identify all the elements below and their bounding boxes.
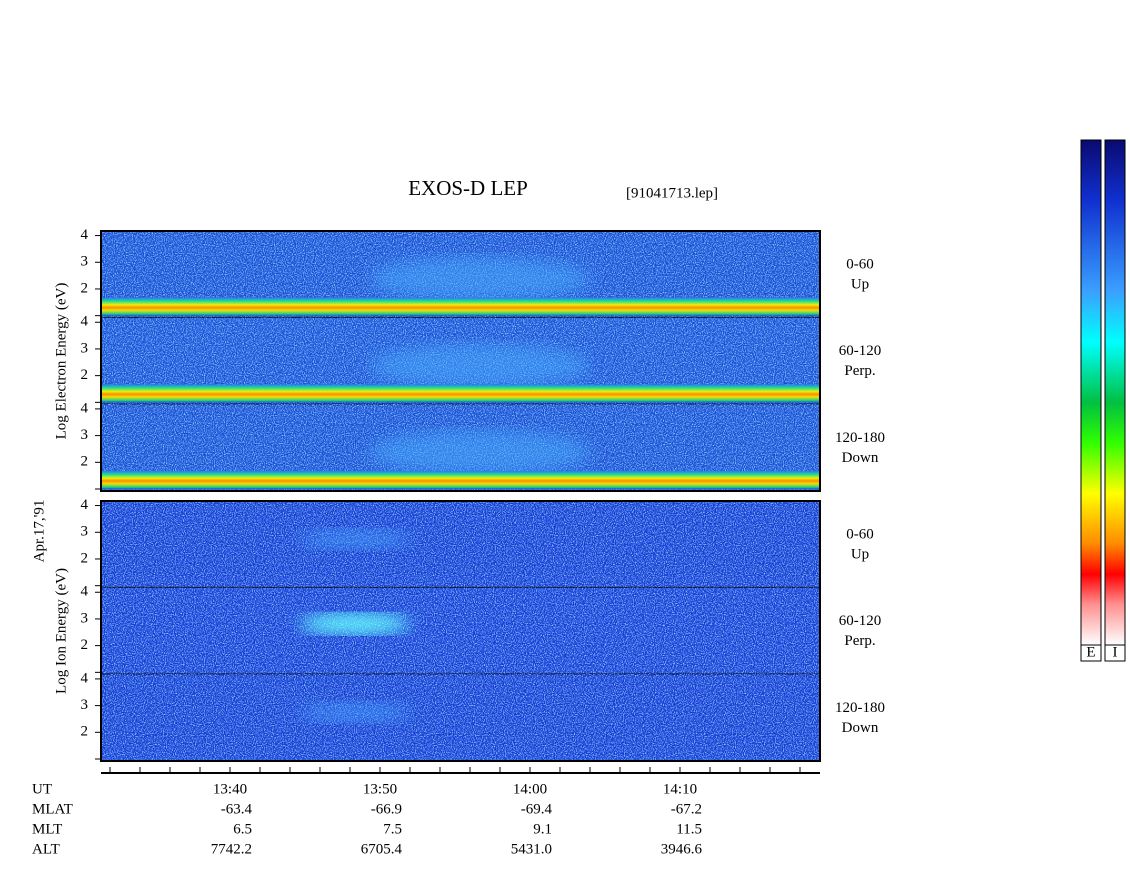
title: EXOS-D LEP xyxy=(408,176,528,200)
file-name: [91041713.lep] xyxy=(626,185,718,201)
glow xyxy=(370,430,590,475)
orbit-value: 5431.0 xyxy=(511,841,552,857)
time-label: 13:50 xyxy=(363,781,397,797)
orbit-value: -67.2 xyxy=(671,801,702,817)
noise-dark xyxy=(101,501,820,575)
band xyxy=(101,297,820,316)
date: Apr.17,'91 xyxy=(31,500,47,563)
angle-label: 120-180 xyxy=(835,430,885,446)
noise-dark xyxy=(101,674,820,749)
panel-label: Log Ion Energy (eV) xyxy=(53,568,69,694)
y-tick-label: 3 xyxy=(81,610,89,626)
y-tick-label: 2 xyxy=(81,367,89,383)
angle-label: 0-60 xyxy=(846,256,874,272)
time-label: 14:00 xyxy=(513,781,547,797)
y-tick-label: 3 xyxy=(81,254,89,270)
orbit-value: 7742.2 xyxy=(211,841,252,857)
direction-label: Up xyxy=(851,276,869,292)
colorbar-label: I xyxy=(1113,644,1118,660)
colorbar-label: E xyxy=(1086,644,1095,660)
noise xyxy=(101,587,820,675)
colorbar-label-box xyxy=(1104,644,1126,662)
y-tick-label: 4 xyxy=(81,400,89,416)
y-tick-label: 4 xyxy=(81,227,89,243)
angle-label: 60-120 xyxy=(839,613,882,629)
row-name: MLAT xyxy=(32,801,73,817)
angle-label: 0-60 xyxy=(846,526,874,542)
orbit-value: -66.9 xyxy=(371,801,402,817)
glow xyxy=(300,529,410,549)
orbit-value: 11.5 xyxy=(676,821,702,837)
row-name: MLT xyxy=(32,821,62,837)
direction-label: Down xyxy=(842,450,879,466)
band xyxy=(101,384,820,403)
colorbar-label-box xyxy=(1080,644,1102,662)
y-tick-label: 4 xyxy=(81,314,89,330)
angle-label: 120-180 xyxy=(835,700,885,716)
panel-frame xyxy=(100,230,821,493)
colorbar xyxy=(1104,139,1126,646)
orbit-value: -69.4 xyxy=(521,801,553,817)
y-tick-label: 3 xyxy=(81,697,89,713)
y-tick-label: 2 xyxy=(81,637,89,653)
glow xyxy=(300,613,410,634)
orbit-value: 9.1 xyxy=(533,821,552,837)
time-label: 14:10 xyxy=(663,781,697,797)
y-tick-label: 3 xyxy=(81,340,89,356)
y-tick-label: 4 xyxy=(81,497,89,513)
direction-label: Perp. xyxy=(844,363,875,379)
glow xyxy=(300,702,410,723)
direction-label: Up xyxy=(851,546,869,562)
y-tick-label: 4 xyxy=(81,584,89,600)
orbit-value: -63.4 xyxy=(221,801,253,817)
y-tick-label: 3 xyxy=(81,427,89,443)
y-tick-label: 2 xyxy=(81,454,89,470)
y-tick-label: 2 xyxy=(81,724,89,740)
y-tick-label: 2 xyxy=(81,280,89,296)
row-name: ALT xyxy=(32,841,60,857)
angle-label: 60-120 xyxy=(839,343,882,359)
y-tick-label: 2 xyxy=(81,550,89,566)
orbit-value: 6705.4 xyxy=(361,841,403,857)
direction-label: Down xyxy=(842,720,879,736)
panel-label: Log Electron Energy (eV) xyxy=(53,283,69,440)
y-tick-label: 4 xyxy=(81,670,89,686)
orbit-value: 3946.6 xyxy=(661,841,703,857)
band xyxy=(101,471,820,490)
colorbar xyxy=(1080,139,1102,646)
orbit-value: 6.5 xyxy=(233,821,252,837)
row-name: UT xyxy=(32,781,52,797)
direction-label: Perp. xyxy=(844,633,875,649)
y-tick-label: 3 xyxy=(81,524,89,540)
panel-frame xyxy=(100,500,821,763)
glow xyxy=(370,257,590,301)
orbit-value: 7.5 xyxy=(383,821,402,837)
glow xyxy=(370,343,590,388)
time-label: 13:40 xyxy=(213,781,247,797)
